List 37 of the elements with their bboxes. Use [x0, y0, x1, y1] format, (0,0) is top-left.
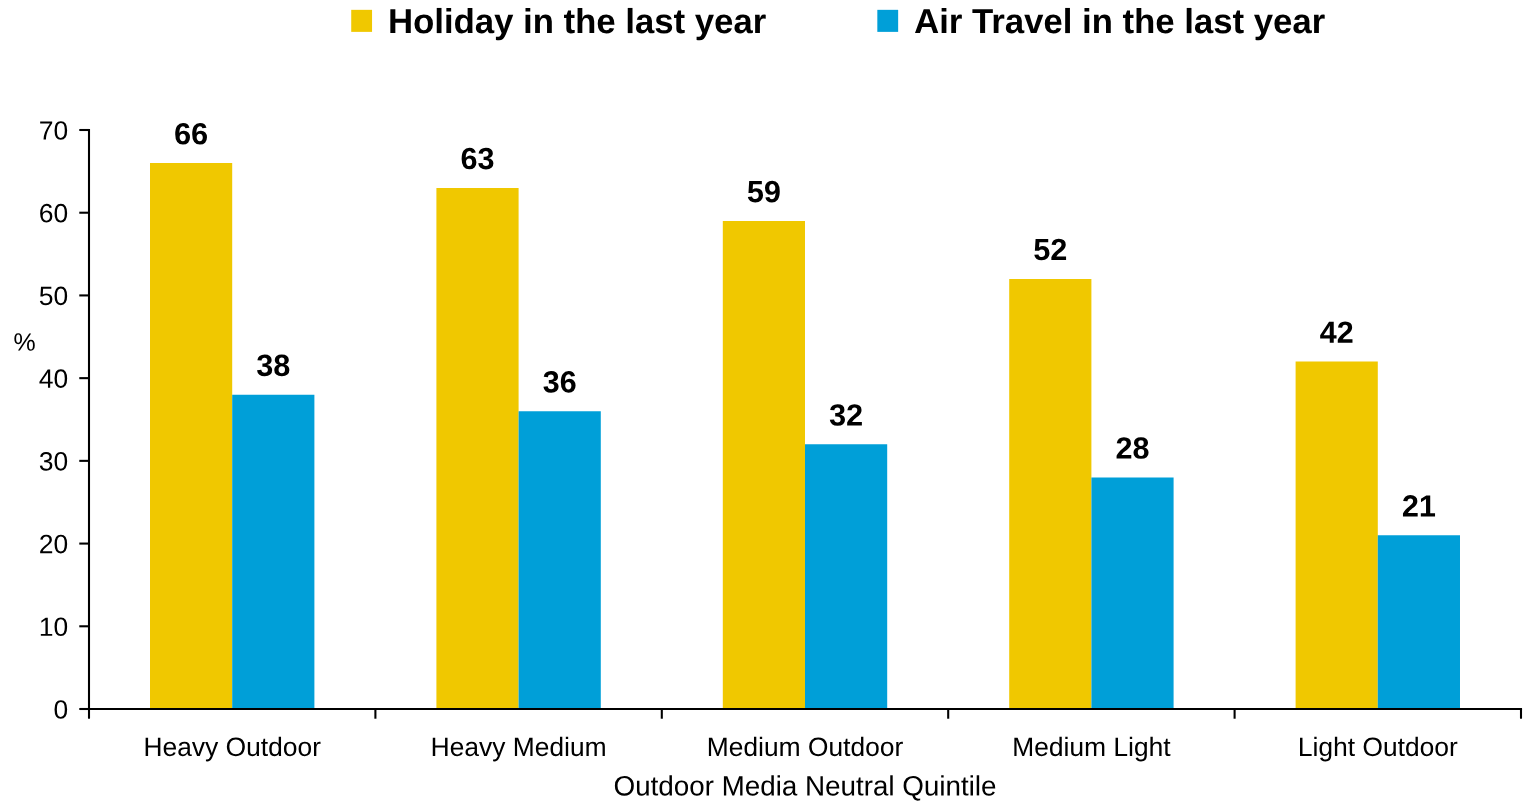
y-tick-label: 50 [39, 286, 68, 306]
data-label: 66 [175, 122, 207, 145]
x-tick-label: Heavy Medium [432, 736, 605, 762]
x-axis-title: Outdoor Media Neutral Quintile [614, 775, 996, 801]
bar [518, 411, 601, 709]
bar [722, 220, 805, 709]
data-label: 52 [1034, 238, 1067, 261]
data-label: 42 [1320, 321, 1353, 343]
bar [232, 394, 315, 709]
y-axis-title: % [14, 333, 35, 351]
bar [805, 444, 888, 709]
y-tick-label: 0 [54, 700, 68, 719]
x-tick-label: Medium Light [1014, 736, 1171, 762]
x-tick-label: Light Outdoor [1300, 736, 1458, 762]
x-tick-label: Heavy Outdoor [145, 736, 321, 762]
bar [150, 163, 233, 709]
y-tick-label: 60 [40, 203, 68, 223]
data-label: 36 [543, 371, 576, 393]
bar [1295, 361, 1378, 709]
y-tick-label: 30 [39, 451, 68, 471]
data-label: 21 [1402, 495, 1436, 517]
data-label: 28 [1116, 437, 1149, 459]
legend-label: Holiday in the last year [390, 7, 766, 41]
y-tick-label: 40 [39, 369, 68, 388]
y-tick-label: 70 [40, 121, 68, 140]
legend-label: Air Travel in the last year [914, 7, 1325, 41]
y-tick-label: 10 [40, 617, 68, 637]
x-tick-label: Medium Outdoor [708, 736, 903, 757]
data-label: 38 [257, 354, 290, 377]
bar [1091, 477, 1174, 709]
y-tick-label: 20 [40, 534, 68, 554]
bar [436, 187, 519, 709]
bar [1009, 278, 1092, 709]
data-label: 32 [829, 404, 862, 426]
data-label: 63 [461, 147, 494, 170]
data-label: 59 [747, 180, 780, 203]
bar [1377, 535, 1460, 709]
